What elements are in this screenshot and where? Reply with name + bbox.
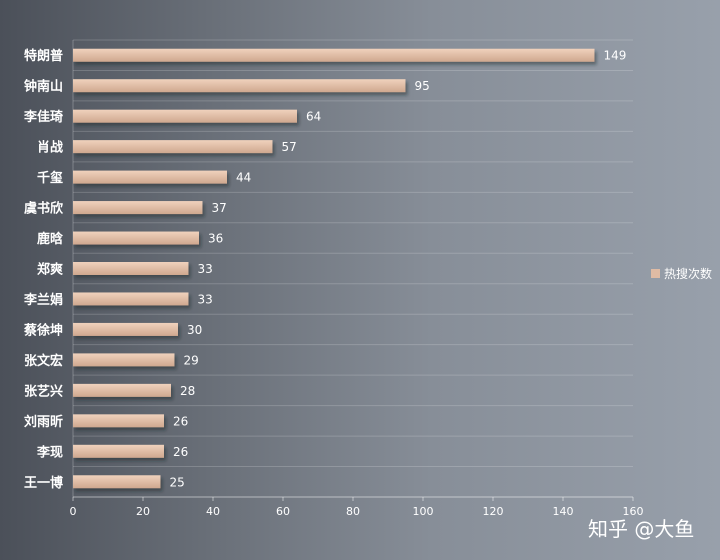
bar[interactable]	[73, 48, 595, 62]
bar[interactable]	[73, 444, 164, 458]
x-tick-label: 100	[413, 505, 434, 518]
category-label: 虞书欣	[24, 201, 64, 217]
bar[interactable]	[73, 79, 406, 93]
data-label: 29	[184, 353, 199, 367]
x-axis-ticks: 0 20 40 60 80 100 120 140 160	[70, 497, 644, 518]
x-tick-label: 80	[346, 505, 360, 518]
category-label: 肖战	[37, 140, 63, 156]
value-labels: 149 95 64 57 44 37 36 33 33 30 29 28 26 26 25	[170, 49, 627, 490]
category-label: 鹿晗	[37, 231, 63, 247]
category-label: 张文宏	[24, 353, 63, 369]
bars	[73, 48, 595, 489]
data-label: 26	[173, 414, 188, 428]
bar[interactable]	[73, 140, 273, 154]
x-tick-label: 0	[70, 505, 77, 518]
category-label: 刘雨昕	[24, 414, 63, 430]
bar[interactable]	[73, 475, 161, 489]
data-label: 95	[415, 79, 430, 93]
legend[interactable]: 热搜次数	[651, 266, 712, 281]
data-label: 149	[604, 49, 627, 63]
bar[interactable]	[73, 292, 189, 306]
category-label: 特朗普	[24, 48, 63, 64]
x-tick-label: 20	[136, 505, 150, 518]
x-tick-label: 140	[553, 505, 574, 518]
category-label: 李兰娟	[23, 292, 63, 308]
data-label: 26	[173, 445, 188, 459]
data-label: 30	[187, 323, 202, 337]
x-tick-label: 160	[623, 505, 644, 518]
bar[interactable]	[73, 322, 178, 336]
x-tick-label: 40	[206, 505, 220, 518]
category-label: 王一博	[24, 475, 63, 491]
category-label: 张艺兴	[24, 383, 63, 399]
x-tick-label: 60	[276, 505, 290, 518]
data-label: 33	[198, 292, 213, 306]
bar[interactable]	[73, 201, 203, 215]
bar[interactable]	[73, 231, 199, 245]
bar[interactable]	[73, 353, 175, 367]
bar[interactable]	[73, 170, 227, 184]
legend-swatch	[651, 269, 660, 278]
data-label: 33	[198, 262, 213, 276]
category-label: 蔡徐坤	[23, 322, 63, 338]
data-label: 57	[282, 140, 297, 154]
bar[interactable]	[73, 109, 297, 123]
legend-label: 热搜次数	[664, 266, 712, 281]
data-label: 44	[236, 171, 251, 185]
data-label: 64	[306, 110, 321, 124]
data-label: 36	[208, 232, 223, 246]
category-label: 李佳琦	[23, 109, 63, 125]
bar[interactable]	[73, 262, 189, 275]
x-tick-label: 120	[483, 505, 504, 518]
data-label: 25	[170, 475, 185, 489]
watermark-text: 知乎 @大鱼	[588, 517, 694, 541]
category-label: 李现	[36, 444, 63, 460]
data-label: 37	[212, 201, 227, 215]
bar[interactable]	[73, 383, 171, 397]
category-label: 钟南山	[24, 79, 63, 95]
bar[interactable]	[73, 414, 164, 428]
category-label: 千玺	[37, 170, 63, 186]
category-label: 郑爽	[37, 262, 63, 278]
data-label: 28	[180, 384, 195, 398]
